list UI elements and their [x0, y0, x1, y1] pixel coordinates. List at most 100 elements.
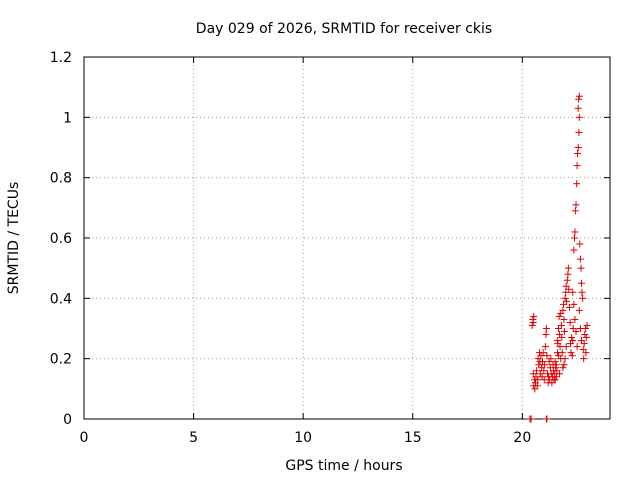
data-point [556, 343, 564, 351]
data-point [558, 334, 566, 342]
data-point [533, 367, 541, 375]
data-point [558, 349, 566, 357]
data-point [572, 201, 580, 209]
data-point [560, 361, 568, 369]
data-point [559, 306, 567, 314]
data-point [543, 415, 551, 423]
data-point [577, 264, 585, 272]
plot-frame [83, 56, 611, 420]
data-point [539, 349, 547, 357]
data-point [564, 270, 572, 278]
data-point [542, 331, 550, 339]
data-point [574, 104, 582, 112]
data-point [554, 325, 562, 332]
chart-title: Day 029 of 2026, SRMTID for receiver cki… [196, 21, 492, 37]
data-point [532, 373, 540, 381]
data-point [551, 358, 559, 366]
data-points [526, 92, 591, 423]
data-point [563, 276, 571, 284]
data-point [560, 315, 568, 323]
data-point [570, 246, 578, 254]
data-point [567, 349, 575, 357]
data-point [574, 150, 582, 158]
data-point [578, 288, 586, 296]
data-point [552, 361, 560, 369]
data-point [560, 300, 568, 308]
data-point [570, 234, 578, 242]
data-point [573, 180, 581, 188]
data-point [569, 337, 577, 345]
data-point [542, 325, 550, 332]
data-point [581, 331, 589, 339]
data-point [559, 364, 567, 372]
data-point [562, 288, 570, 296]
y-tick-label: 1 [63, 110, 72, 126]
data-point [579, 294, 587, 302]
data-point [554, 352, 562, 360]
data-point [564, 264, 572, 272]
data-point [565, 285, 573, 293]
data-point [568, 352, 576, 360]
data-point [541, 343, 549, 351]
data-point [569, 325, 577, 332]
data-point [582, 334, 590, 342]
data-point [570, 300, 578, 308]
data-point [535, 361, 543, 369]
data-point [573, 343, 581, 351]
data-point [575, 306, 583, 314]
data-point [575, 128, 583, 136]
data-point [527, 415, 535, 423]
data-point [552, 364, 560, 372]
data-point [560, 328, 568, 336]
data-point [576, 325, 584, 332]
data-point [561, 294, 569, 302]
x-axis-label: GPS time / hours [285, 458, 402, 474]
y-tick-label: 0 [63, 412, 72, 428]
data-point [571, 207, 579, 215]
data-point [575, 92, 583, 100]
data-point [572, 328, 580, 336]
data-point [569, 288, 577, 296]
data-point [571, 228, 579, 236]
grid-layer [84, 57, 610, 419]
data-point [555, 312, 563, 320]
data-point [568, 334, 576, 342]
data-point [580, 355, 588, 363]
data-point [528, 321, 536, 329]
data-point [533, 382, 541, 390]
data-point [545, 358, 553, 366]
data-point [582, 349, 590, 357]
data-point [574, 144, 582, 151]
x-tick-label: 20 [513, 430, 531, 446]
data-point [575, 95, 583, 103]
tick-layer: 0 5 10 15 20 0 0.2 0.4 0.6 0.8 1 1.2 [50, 50, 610, 446]
data-point [571, 315, 579, 323]
x-tick-label: 5 [189, 430, 198, 446]
data-point [566, 318, 574, 326]
data-point [551, 376, 559, 384]
data-point [530, 312, 538, 320]
data-point [562, 343, 570, 351]
data-point [536, 370, 544, 378]
y-tick-label: 1.2 [50, 50, 72, 66]
y-axis-label: SRMTID / TECUs [6, 182, 22, 295]
data-point [534, 376, 542, 384]
data-point [573, 162, 581, 170]
data-point [576, 240, 584, 248]
x-tick-label: 15 [404, 430, 422, 446]
x-tick-label: 10 [294, 430, 312, 446]
data-point [565, 303, 573, 311]
data-point [543, 352, 551, 360]
data-point [563, 297, 571, 305]
data-point [552, 373, 560, 381]
data-point [553, 337, 561, 345]
data-point [578, 279, 586, 287]
data-point [541, 361, 549, 369]
data-point [575, 113, 583, 121]
data-point [578, 337, 586, 345]
y-tick-label: 0.4 [50, 291, 72, 307]
data-point [534, 355, 542, 363]
data-point [556, 370, 564, 378]
